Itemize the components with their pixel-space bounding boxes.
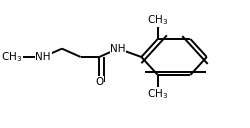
Text: CH$_3$: CH$_3$: [147, 13, 168, 27]
Text: CH$_3$: CH$_3$: [147, 87, 168, 101]
Text: CH$_3$: CH$_3$: [1, 50, 22, 64]
Text: NH: NH: [110, 44, 126, 54]
Text: O: O: [95, 77, 104, 87]
Text: NH: NH: [36, 52, 51, 62]
